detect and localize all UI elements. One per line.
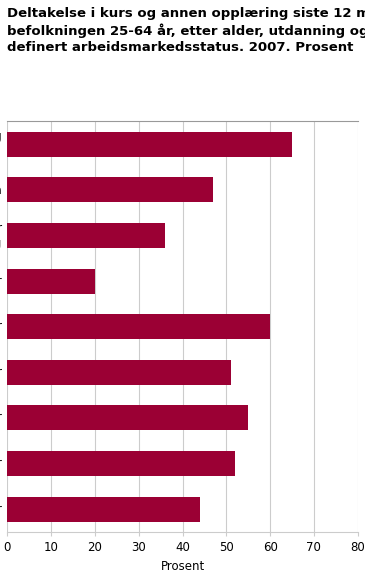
Bar — [7, 269, 95, 293]
Bar — [7, 406, 248, 431]
Bar — [7, 223, 165, 248]
Bar — [7, 314, 270, 339]
Bar — [7, 177, 213, 202]
Bar — [7, 132, 292, 157]
Text: Deltakelse i kurs og annen opplæring siste 12 måneder i
befolkningen 25-64 år, e: Deltakelse i kurs og annen opplæring sis… — [7, 6, 365, 54]
Bar — [7, 451, 235, 476]
Bar — [7, 496, 200, 522]
Bar — [7, 360, 231, 385]
X-axis label: Prosent: Prosent — [160, 559, 205, 572]
